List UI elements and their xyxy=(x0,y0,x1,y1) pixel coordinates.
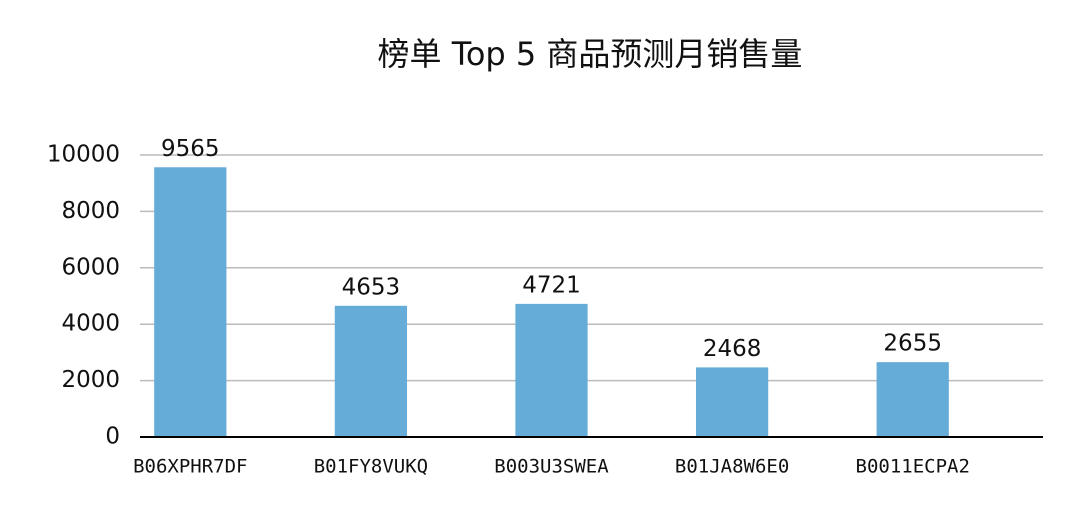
bar xyxy=(876,362,949,437)
x-tick-label: B0011ECPA2 xyxy=(856,456,970,478)
bar xyxy=(695,367,769,437)
x-tick-label: B01JA8W6E0 xyxy=(675,456,789,478)
bar xyxy=(334,305,408,437)
y-tick-label: 0 xyxy=(105,424,120,450)
y-tick-label: 10000 xyxy=(47,142,120,168)
y-tick-label: 6000 xyxy=(61,254,120,280)
y-tick-label: 8000 xyxy=(61,198,120,224)
bar xyxy=(515,303,588,437)
x-tick-label: B06XPHR7DF xyxy=(133,456,247,478)
value-label: 9565 xyxy=(161,136,220,162)
x-tick-label: B003U3SWEA xyxy=(494,456,609,478)
chart-title: 榜单 Top 5 商品预测月销售量 xyxy=(378,35,803,73)
y-tick-label: 2000 xyxy=(61,367,120,393)
value-label: 4721 xyxy=(522,272,581,298)
bar xyxy=(154,167,227,437)
value-label: 2468 xyxy=(703,336,762,362)
value-label: 4653 xyxy=(342,274,401,300)
y-tick-label: 4000 xyxy=(61,311,120,337)
x-tick-label: B01FY8VUKQ xyxy=(314,456,428,478)
value-label: 2655 xyxy=(883,331,942,357)
